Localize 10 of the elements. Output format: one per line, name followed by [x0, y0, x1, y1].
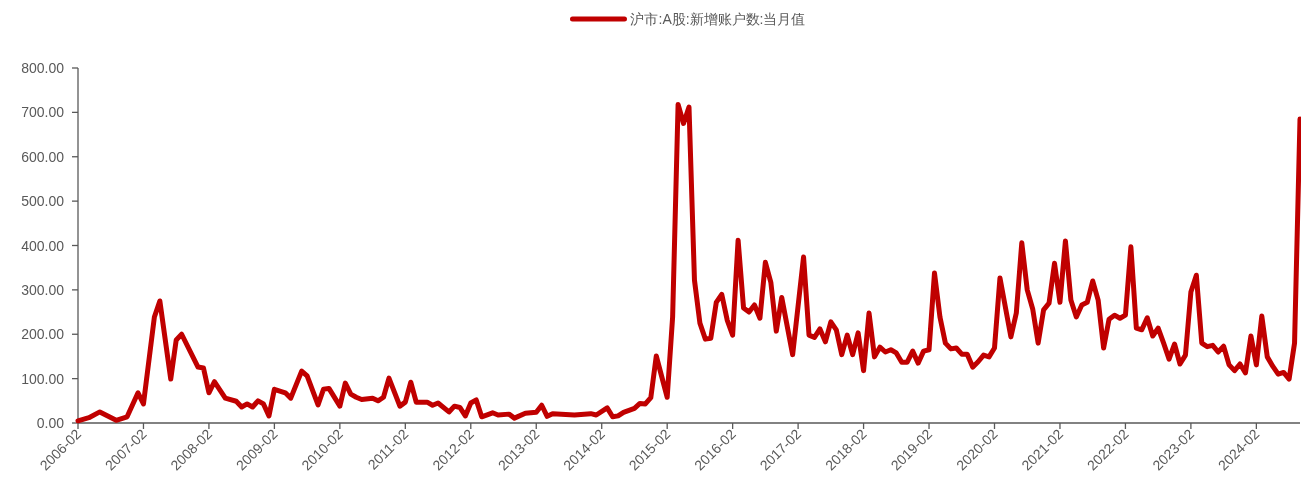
y-tick-label: 200.00: [21, 326, 65, 343]
legend-label: 沪市:A股:新增账户数:当月值: [630, 11, 806, 27]
y-tick-label: 500.00: [21, 193, 65, 210]
y-tick-label: 600.00: [21, 148, 65, 165]
y-tick-label: 0.00: [36, 415, 65, 431]
y-tick-label: 800.00: [21, 60, 65, 76]
y-tick-label: 100.00: [21, 370, 65, 387]
y-tick-label: 400.00: [21, 237, 65, 254]
y-tick-label: 700.00: [21, 104, 65, 121]
y-tick-label: 300.00: [21, 281, 65, 298]
